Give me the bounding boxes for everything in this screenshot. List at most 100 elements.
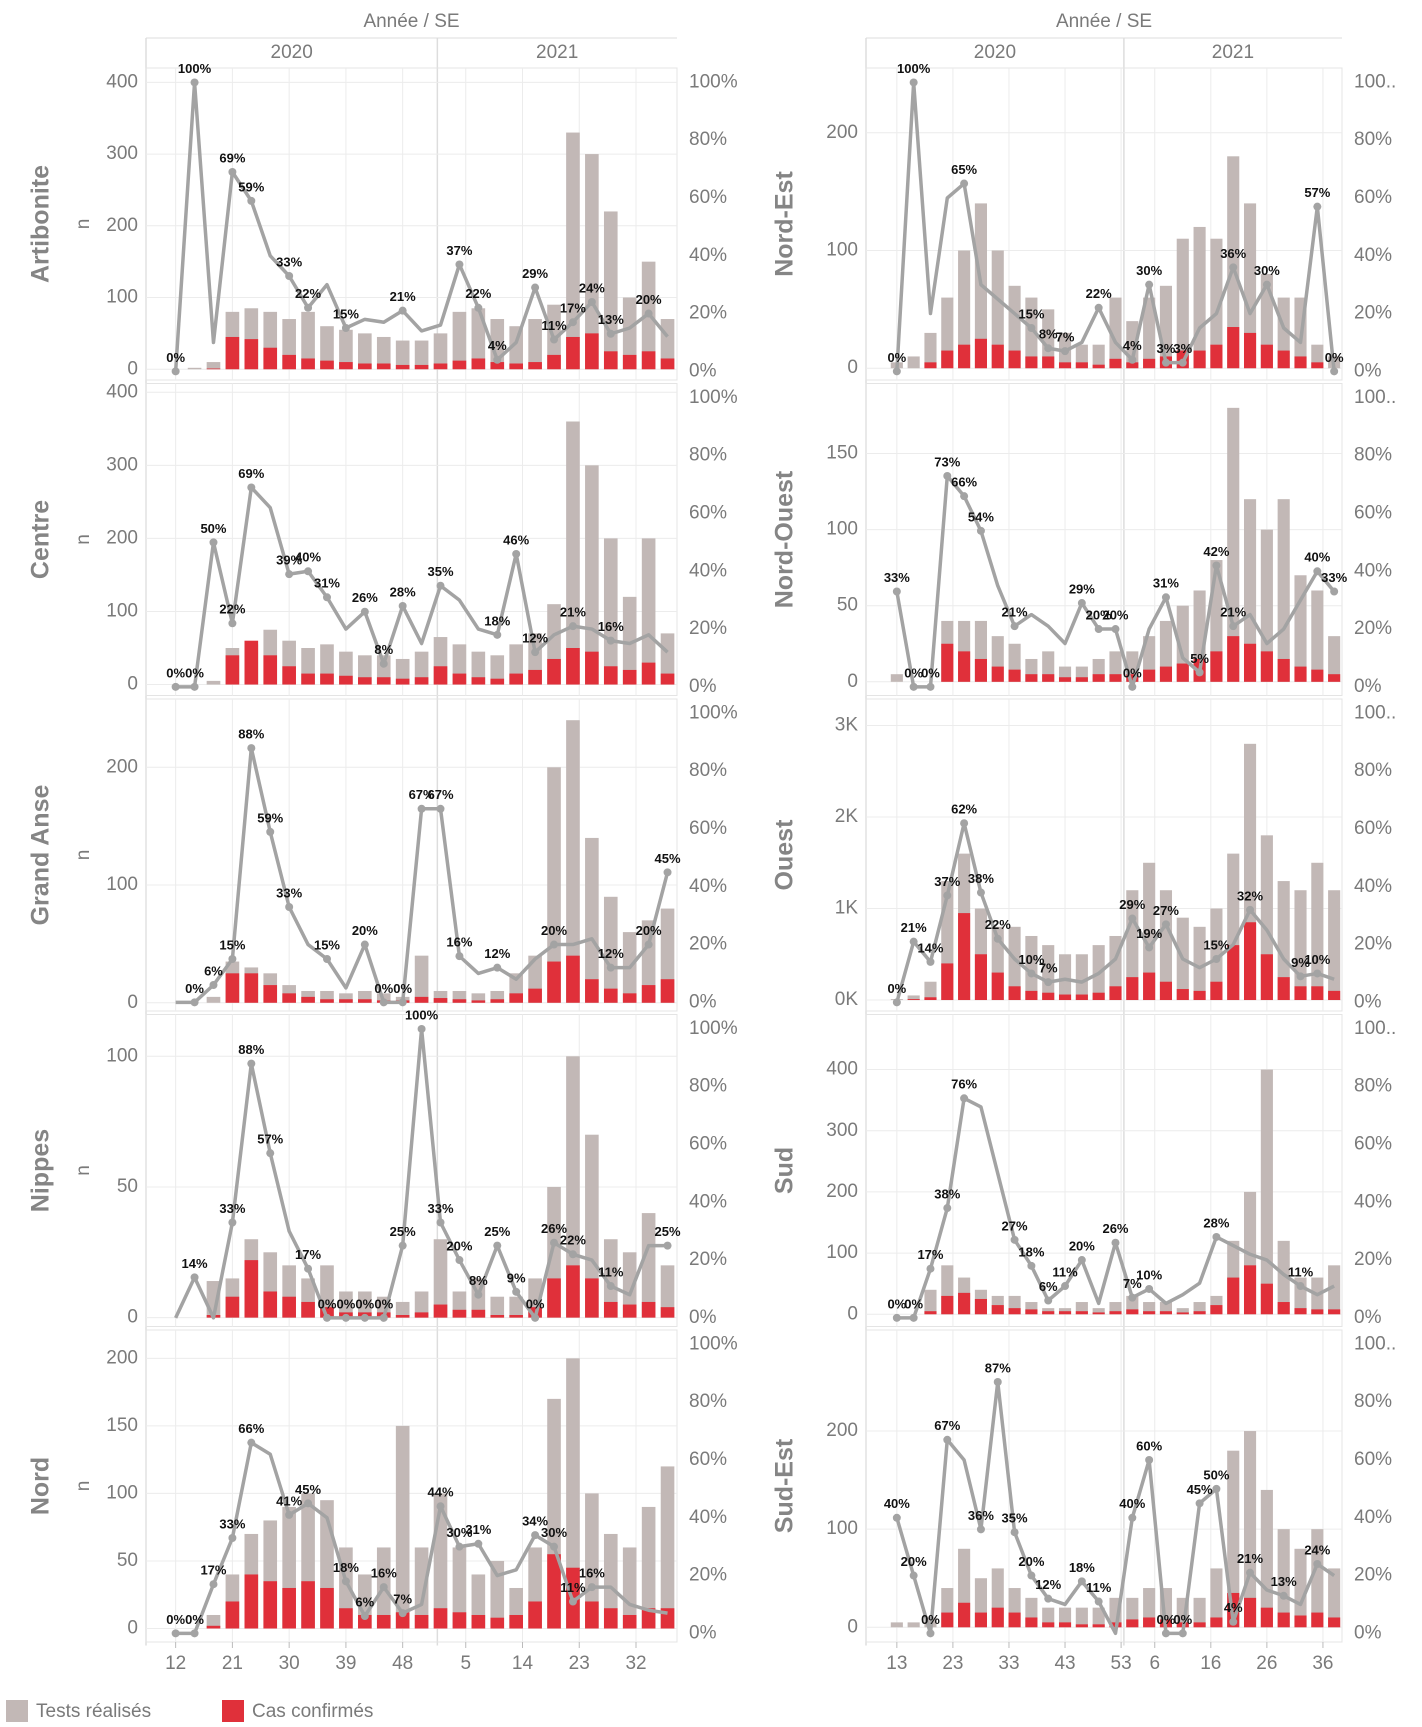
positivity-dot [663,868,672,877]
test-bar [1328,636,1341,682]
positivity-dot [247,1059,256,1068]
value-label: 18% [1069,1560,1095,1575]
case-bar [641,1608,656,1629]
positivity-dot [993,934,1002,943]
test-bar [358,333,372,370]
value-label: 8% [469,1273,488,1288]
panel-frame [865,383,1343,696]
case-bar [1311,669,1324,682]
case-bar [641,1301,656,1318]
value-label: 21% [560,605,586,620]
positivity-dot [436,1218,445,1227]
case-bar [924,362,937,369]
y-tick-label: 300 [826,1120,858,1141]
case-bar [1294,666,1307,682]
positivity-dot [474,303,483,312]
positivity-dot [190,1629,199,1638]
positivity-dot [322,593,331,602]
test-bar [206,1614,221,1629]
value-label: 41% [276,1493,302,1508]
case-bar [414,996,429,1003]
y2-tick-label: 0% [689,676,717,697]
y2-tick-label: 0% [689,360,717,381]
y2-tick-label: 80% [1354,1076,1392,1097]
value-label: 22% [1086,286,1112,301]
y-tick-label: 0 [847,1303,858,1324]
test-bar [1193,926,1206,1001]
y2-tick-label: 100% [689,1018,738,1039]
case-bar [225,336,240,370]
test-bar [603,211,618,370]
positivity-dot [909,937,918,946]
test-bar [924,332,937,369]
positivity-dot [1212,561,1221,570]
positivity-dot [1330,587,1339,596]
case-bar [991,344,1004,369]
value-label: 69% [219,150,245,165]
test-bar [1260,529,1273,682]
case-bar [1025,356,1038,369]
case-bar [622,354,637,370]
y-tick-label: 100 [106,1482,138,1503]
panel-label: Nord-Ouest [771,470,799,608]
value-label: 0% [166,350,185,365]
panel-label: Nord-Est [771,171,799,277]
value-label: 20% [446,1238,472,1253]
positivity-dot [1010,622,1019,631]
case-bar [452,1612,467,1629]
positivity-dot [926,1629,935,1638]
y-tick-label: 0 [127,992,138,1013]
case-bar [1260,651,1273,682]
case-bar [958,1602,971,1628]
case-bar [1311,1309,1324,1315]
y2-tick-label: 80% [689,1076,727,1097]
test-bar [660,1265,675,1318]
y2-tick-label: 20% [689,934,727,955]
test-bar [924,981,937,1001]
test-bar [1227,156,1240,369]
case-bar [1260,344,1273,369]
case-bar [282,666,296,685]
value-label: 6% [204,963,223,978]
value-label: 6% [355,1594,374,1609]
test-bar [395,1425,410,1629]
positivity-dot [1212,955,1221,963]
value-label: 12% [1035,1577,1061,1592]
positivity-dot [1161,593,1170,602]
case-bar [941,1295,954,1315]
positivity-dot [1044,344,1053,353]
value-label: 16% [371,1566,397,1581]
case-bar [941,643,954,682]
y2-tick-label: 20% [1354,1249,1392,1270]
value-label: 15% [1203,937,1229,952]
case-bar [282,1587,296,1629]
value-label: 57% [1304,185,1330,200]
case-bar [339,675,353,685]
positivity-dot [1296,1282,1305,1291]
test-bar [1227,1450,1240,1628]
test-bar [528,319,542,370]
case-bar [1143,669,1156,682]
positivity-dot [531,1531,540,1540]
positivity-dot [379,998,388,1007]
case-bar [301,358,315,370]
test-bar [641,538,656,685]
value-label: 65% [951,162,977,177]
case-bar [1092,674,1105,682]
value-label: 4% [488,338,507,353]
positivity-dot [892,1513,901,1522]
value-label: 22% [295,286,321,301]
case-bar [974,954,987,1001]
value-label: 0% [166,665,185,680]
value-label: 22% [560,1233,586,1248]
value-label: 45% [295,1482,321,1497]
case-bar [433,363,448,370]
case-bar [1159,981,1173,1001]
y-tick-label: 100 [826,240,858,261]
x-header: Année / SE [1056,11,1152,32]
case-bar [452,673,467,685]
case-bar [490,362,505,370]
case-bar [244,973,259,1003]
y-tick-label: 0 [127,1307,138,1328]
positivity-dot [976,1525,985,1534]
